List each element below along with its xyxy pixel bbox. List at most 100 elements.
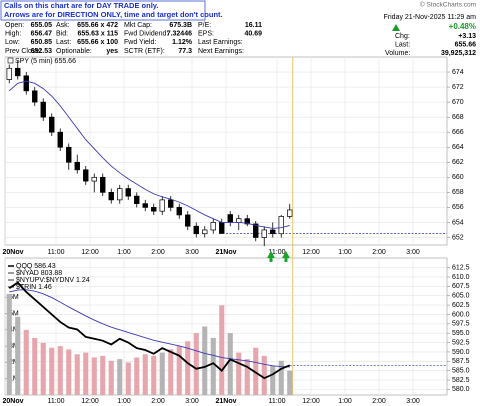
candle-body xyxy=(261,229,267,238)
volume-bar xyxy=(168,349,174,395)
y2-tick-label: 597.5 xyxy=(452,321,470,328)
y2-tick-label: 595.0 xyxy=(452,330,470,337)
y-tick-label: 662 xyxy=(452,159,464,166)
y2-tick-label: 590.0 xyxy=(452,349,470,356)
x-tick-label: 3:00 xyxy=(185,398,199,405)
volume-bar xyxy=(236,352,242,395)
quote-label: Prev Close: xyxy=(5,48,41,55)
quote-label: Ask: xyxy=(56,22,70,29)
y-tick-label: 674 xyxy=(452,69,464,76)
direction-arrow xyxy=(282,251,290,262)
candle-body xyxy=(244,218,250,225)
y-tick-label: 668 xyxy=(452,114,464,121)
candle-body xyxy=(49,116,55,133)
quote-label: P/E: xyxy=(198,22,211,29)
x-tick-label: 2:00 xyxy=(151,398,165,405)
candle-body xyxy=(142,203,148,208)
y2-tick-label: 612.5 xyxy=(452,264,470,271)
x-tick-label: 3:00 xyxy=(406,249,420,256)
y-tick-label: 6M xyxy=(9,294,19,301)
quote-label: Next Earnings: xyxy=(198,48,244,55)
quote-value: 675.3B xyxy=(169,22,192,29)
y-tick-label: 666 xyxy=(452,129,464,136)
y-tick-label: 670 xyxy=(452,99,464,106)
direction-arrow xyxy=(267,251,275,262)
volume-bar xyxy=(49,347,55,395)
candle-body xyxy=(202,229,208,235)
x-tick-label: 21Nov xyxy=(215,398,236,405)
candle-body xyxy=(236,218,242,223)
y2-tick-label: 582.5 xyxy=(452,377,470,384)
x-tick-label: 20Nov xyxy=(2,398,23,405)
candle-body xyxy=(32,90,38,103)
volume-bar xyxy=(134,357,140,395)
volume-bar xyxy=(74,354,80,395)
y2-tick-label: 602.5 xyxy=(452,302,470,309)
change-pct: +0.48% xyxy=(449,22,476,31)
watermark: © StockCharts.com xyxy=(420,1,476,9)
x-tick-label: 11:00 xyxy=(269,249,286,256)
legend-label: QQQ 586.43 xyxy=(16,263,56,270)
candle-body xyxy=(125,188,131,197)
volume-bar xyxy=(40,342,46,395)
candle-body xyxy=(210,222,216,231)
volume-bar xyxy=(227,333,233,395)
volume-bar xyxy=(270,365,276,395)
quote-label: High: xyxy=(5,31,21,38)
candle-body xyxy=(83,169,89,182)
status-value: +3.13 xyxy=(458,33,476,40)
legend-label: $NYUPV:$NYDNV 1.24 xyxy=(16,277,90,284)
candle-body xyxy=(227,214,233,223)
volume-bar xyxy=(15,316,21,395)
quote-label: EPS: xyxy=(198,31,214,38)
volume-bar xyxy=(253,347,259,395)
status-value: 655.66 xyxy=(455,41,477,48)
volume-bar xyxy=(287,370,293,395)
candle-body xyxy=(185,214,191,227)
volume-bar xyxy=(23,329,29,395)
volume-bar xyxy=(210,337,216,395)
quote-label: Bid: xyxy=(56,31,68,38)
candle-body xyxy=(117,188,123,201)
quote-label: Open: xyxy=(5,22,24,29)
volume-bar xyxy=(125,362,131,395)
candle-body xyxy=(134,195,140,204)
y2-tick-label: 605.0 xyxy=(452,293,470,300)
quote-value: 7.32446 xyxy=(167,31,192,38)
y-tick-label: 664 xyxy=(452,144,464,151)
candle-body xyxy=(15,67,21,77)
y2-tick-label: 585.0 xyxy=(452,367,470,374)
x-tick-label: 11:00 xyxy=(48,249,65,256)
volume-bar xyxy=(202,326,208,395)
x-tick-label: 11:00 xyxy=(269,398,286,405)
volume-bar xyxy=(91,357,97,395)
layer: 20Nov 11:00 12:00 1:00 2:00 3:00 21Nov 11:00 12:… xyxy=(2,57,470,405)
quote-value: 40.69 xyxy=(244,31,262,38)
status-label: Last: xyxy=(395,41,410,48)
legend-label: $NYAD 803.88 xyxy=(16,270,62,277)
quote-value: 77.3 xyxy=(178,48,192,55)
quote-label: SCTR (ETF): xyxy=(124,48,165,55)
legend-icon xyxy=(7,57,14,64)
quote-label: Last: xyxy=(56,39,71,46)
x-tick-label: 12:00 xyxy=(81,249,99,256)
y2-tick-label: 600.0 xyxy=(452,311,470,318)
candle-body xyxy=(57,131,63,148)
y-tick-label: 3M xyxy=(9,343,19,350)
candle-body xyxy=(74,161,80,171)
volume-bar xyxy=(66,349,72,395)
quote-value: 655.66 x 472 xyxy=(77,22,118,29)
candle-body xyxy=(287,209,293,217)
quote-value: 655.05 xyxy=(31,22,53,29)
volume-bar xyxy=(6,293,12,395)
volume-bar xyxy=(185,341,191,395)
y2-tick-label: 610.0 xyxy=(452,274,470,281)
candle-body xyxy=(193,225,199,235)
volume-bar xyxy=(176,346,182,395)
candle-body xyxy=(151,207,157,212)
candle-body xyxy=(270,229,276,235)
quote-value: 650.85 xyxy=(31,39,53,46)
y-tick-label: 5M xyxy=(9,310,19,317)
y2-tick-label: 580.0 xyxy=(452,386,470,393)
moving-average xyxy=(8,80,290,229)
